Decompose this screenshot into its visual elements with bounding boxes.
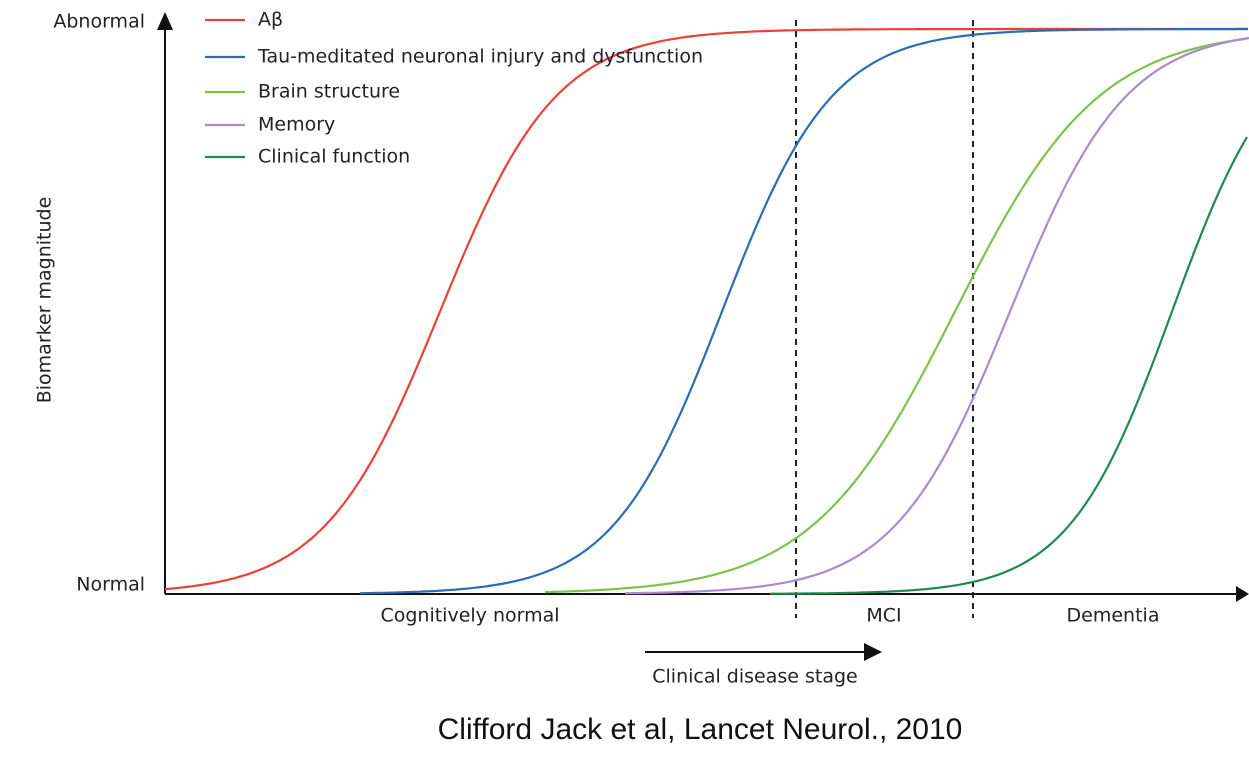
curves — [165, 27, 1249, 595]
legend-label: Brain structure — [258, 81, 400, 103]
citation: Clifford Jack et al, Lancet Neurol., 201… — [438, 713, 963, 746]
y-axis-arrow — [157, 12, 173, 30]
curve — [360, 27, 1248, 595]
legend-label: Tau-meditated neuronal injury and dysfun… — [257, 46, 703, 68]
stage-arrow-label: Clinical disease stage — [652, 666, 858, 688]
stage-arrow-head — [864, 643, 882, 661]
stage-label: MCI — [866, 605, 901, 627]
y-bottom-label: Normal — [76, 574, 145, 596]
curve — [544, 37, 1248, 594]
y-top-label: Abnormal — [53, 11, 145, 33]
stage-label: Dementia — [1067, 605, 1160, 627]
legend-label: Aβ — [258, 9, 283, 31]
curve — [769, 136, 1248, 595]
curve — [624, 36, 1249, 595]
x-axis-arrow — [1236, 586, 1249, 602]
legend-label: Memory — [258, 114, 335, 136]
legend-label: Clinical function — [258, 146, 410, 168]
stage-label: Cognitively normal — [380, 605, 559, 627]
y-axis-label: Biomarker magnitude — [34, 197, 56, 404]
legend: Aβ Tau-meditated neuronal injury and dysf… — [205, 9, 703, 168]
